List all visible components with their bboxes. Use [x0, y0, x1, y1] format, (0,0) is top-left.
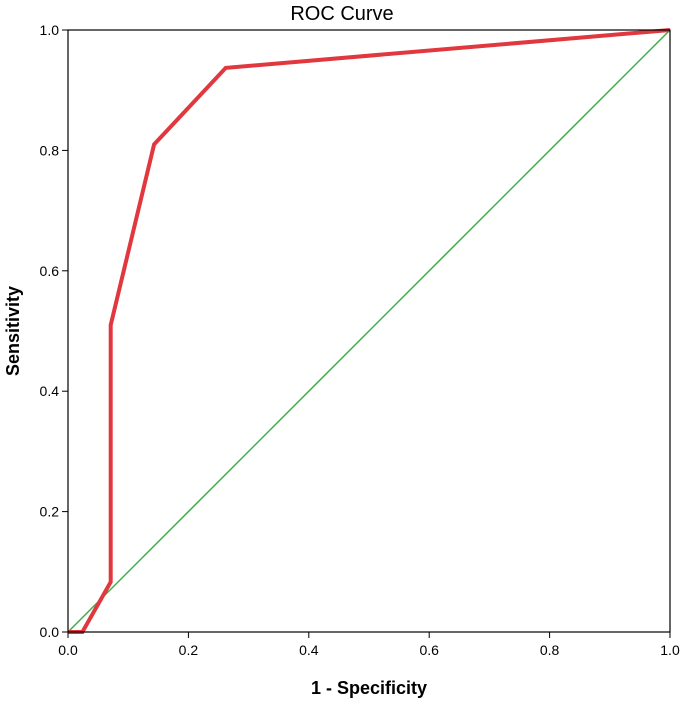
reference-diagonal-line — [67, 29, 671, 633]
y-tick-label: 0.4 — [40, 383, 60, 399]
chart-title: ROC Curve — [290, 3, 393, 25]
x-tick-label: 0.6 — [419, 642, 439, 658]
x-tick-label: 1.0 — [660, 642, 680, 658]
y-axis-title: Sensitivity — [3, 286, 23, 376]
ticks-layer: 0.0 0.2 0.4 0.6 0.8 1.0 0.0 0.2 0.4 0.6 0.8 1.0 — [40, 22, 680, 658]
x-tick-label: 0.2 — [179, 642, 199, 658]
y-tick-label: 1.0 — [40, 22, 60, 38]
y-tick-label: 0.6 — [40, 263, 60, 279]
y-tick-label: 0.2 — [40, 504, 60, 520]
x-tick-label: 0.4 — [299, 642, 319, 658]
x-tick-label: 0.0 — [58, 642, 78, 658]
series-layer — [67, 28, 671, 634]
x-axis-title: 1 - Specificity — [311, 678, 427, 698]
x-tick-label: 0.8 — [540, 642, 560, 658]
y-tick-label: 0.0 — [40, 624, 60, 640]
y-tick-label: 0.8 — [40, 142, 60, 158]
plot-frame — [67, 29, 671, 633]
